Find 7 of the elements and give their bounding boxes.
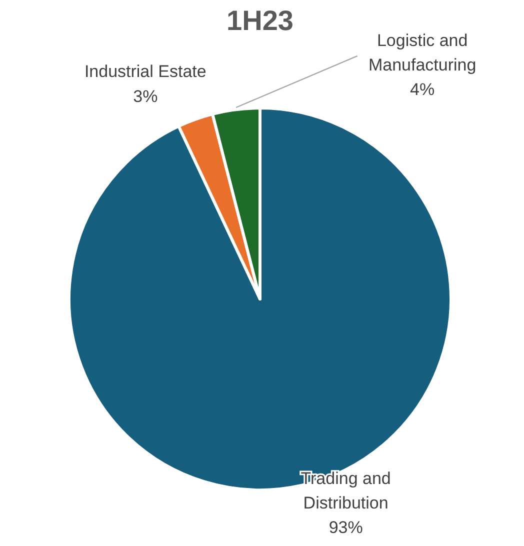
data-label: 4% bbox=[410, 80, 435, 100]
slice-label: Logistic and Manufacturing bbox=[368, 30, 476, 74]
pie-slice bbox=[68, 106, 452, 492]
data-label: 3% bbox=[133, 86, 158, 106]
slice-label: Industrial Estate bbox=[84, 62, 206, 82]
chart-title: 1H23 bbox=[226, 5, 294, 36]
data-label: 93% bbox=[328, 518, 363, 538]
